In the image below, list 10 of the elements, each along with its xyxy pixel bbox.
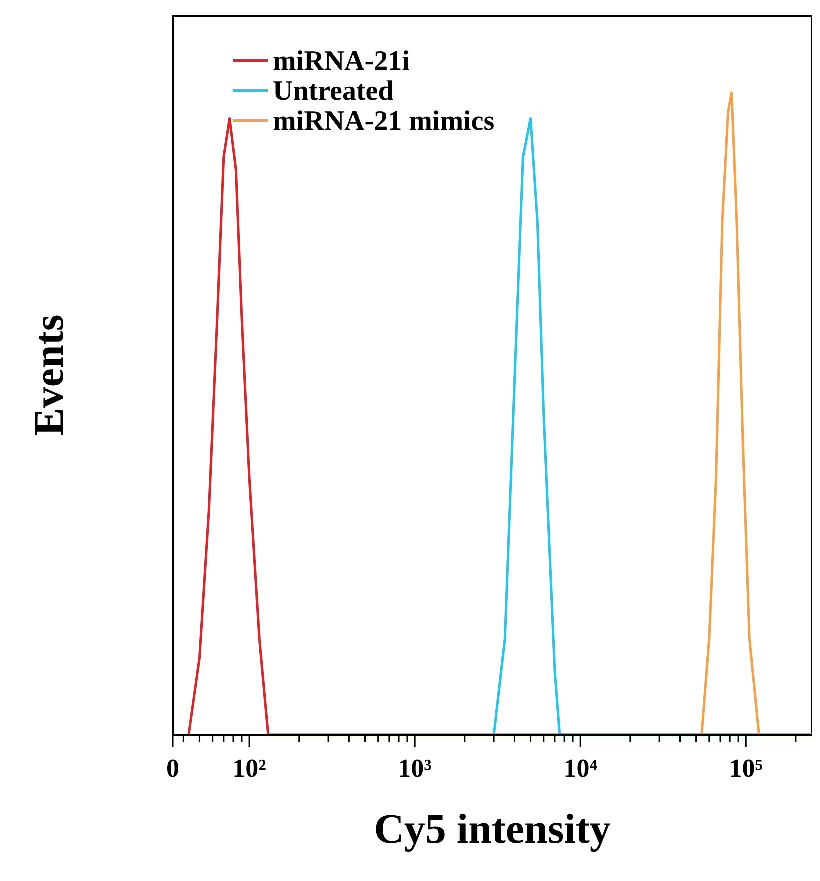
x-tick-label: 10³ bbox=[398, 754, 432, 783]
x-tick-label: 10⁴ bbox=[564, 754, 598, 783]
y-axis-title: Events bbox=[27, 314, 73, 436]
legend-label: miRNA-21i bbox=[273, 46, 410, 77]
legend-label: Untreated bbox=[273, 76, 394, 107]
x-tick-label: 10² bbox=[232, 754, 267, 783]
x-tick-label: 10⁵ bbox=[729, 754, 764, 783]
x-tick-label: 0 bbox=[166, 754, 180, 783]
legend-label: miRNA-21 mimics bbox=[273, 106, 495, 137]
x-axis-title: Cy5 intensity bbox=[374, 807, 611, 853]
